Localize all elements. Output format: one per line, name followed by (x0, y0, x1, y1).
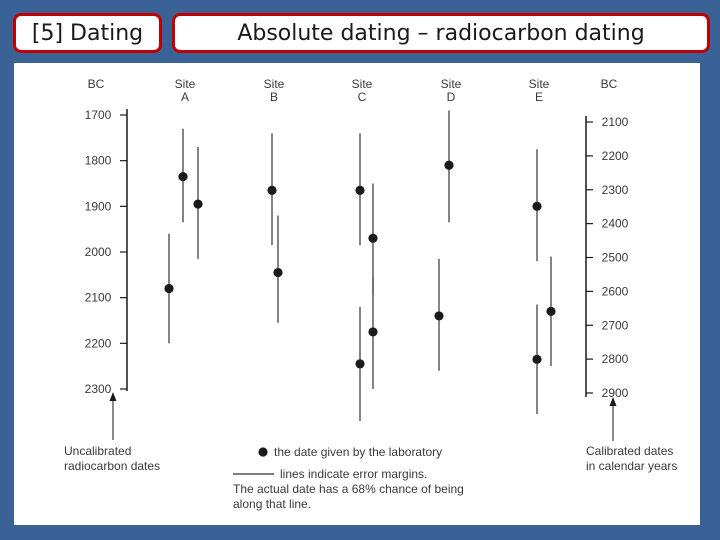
data-point (532, 201, 542, 211)
left-arrow-head (109, 392, 117, 401)
data-point (178, 172, 188, 182)
right-axis-tick-label: 2200 (602, 149, 629, 163)
site-header: A (181, 90, 189, 104)
left-axis-caption: Uncalibrated (64, 444, 131, 458)
legend-line-text: lines indicate error margins. (280, 467, 427, 481)
site-header: E (535, 90, 543, 104)
site-header: Site (264, 77, 285, 91)
left-axis-caption: radiocarbon dates (64, 459, 160, 473)
data-point (164, 283, 174, 294)
chart-svg: BC1700180019002000210022002300Uncalibrat… (64, 77, 677, 511)
data-point (267, 185, 277, 195)
left-axis-unit: BC (88, 77, 105, 91)
right-axis-tick-label: 2900 (602, 386, 629, 400)
right-axis-caption: Calibrated dates (586, 444, 673, 458)
left-axis-tick-label: 1800 (85, 154, 112, 168)
left-axis-tick-label: 1900 (85, 199, 112, 213)
data-point (368, 327, 378, 337)
site-header: Site (529, 77, 550, 91)
site-header: Site (175, 77, 196, 91)
left-axis-tick-label: 2000 (85, 245, 112, 259)
data-point (444, 160, 454, 170)
site-header: D (447, 90, 456, 104)
data-point (355, 359, 365, 369)
legend-line-text: along that line. (233, 497, 311, 511)
slide-title-text: Absolute dating – radiocarbon dating (237, 20, 645, 46)
right-axis-tick-label: 2100 (602, 115, 629, 129)
site-header: Site (441, 77, 462, 91)
left-axis-tick-label: 1700 (85, 108, 112, 122)
data-point (273, 267, 283, 278)
site-header: B (270, 90, 278, 104)
data-point (368, 233, 378, 243)
left-axis-tick-label: 2200 (85, 336, 112, 350)
site-header: Site (352, 77, 373, 91)
radiocarbon-chart: BC 1700 1800 1900 2000 2100 2200 2300 Uncalibrat… (14, 63, 700, 525)
right-axis-unit: BC (601, 77, 618, 91)
right-axis-tick-label: 2500 (602, 251, 629, 265)
data-point (546, 306, 556, 316)
right-axis-caption: in calendar years (586, 459, 677, 473)
section-label: [5] Dating (13, 13, 162, 53)
right-arrow-head (609, 397, 617, 406)
legend-line-text: The actual date has a 68% chance of bein… (233, 482, 464, 496)
right-axis-tick-label: 2400 (602, 217, 629, 231)
legend-dot-text: the date given by the laboratory (274, 445, 442, 459)
slide-title: Absolute dating – radiocarbon dating (172, 13, 710, 53)
right-axis-tick-label: 2800 (602, 352, 629, 366)
left-axis-tick-label: 2300 (85, 382, 112, 396)
right-axis-tick-label: 2700 (602, 318, 629, 332)
site-header: C (358, 90, 367, 104)
right-axis-tick-label: 2600 (602, 284, 629, 298)
section-label-text: [5] Dating (31, 20, 144, 46)
legend-dot-marker (258, 447, 268, 457)
data-point (193, 199, 203, 209)
data-point (355, 185, 365, 195)
right-axis-tick-label: 2300 (602, 183, 629, 197)
data-point (434, 311, 444, 321)
left-axis-tick-label: 2100 (85, 291, 112, 305)
data-point (532, 354, 542, 364)
